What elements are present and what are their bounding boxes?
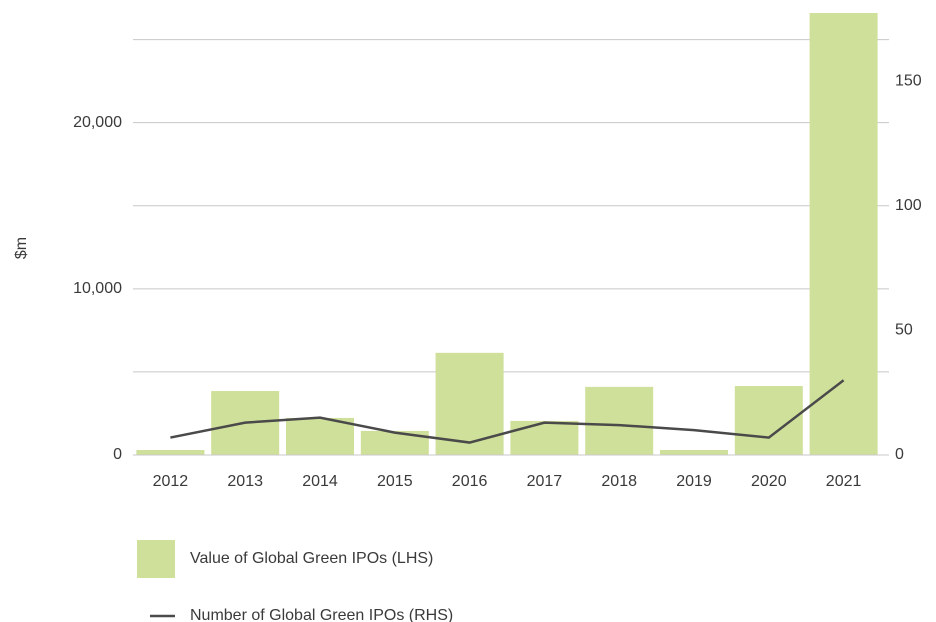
y-tick-label: 0 [113,446,122,463]
legend-label: Value of Global Green IPOs (LHS) [190,550,433,567]
x-tick-label: 2021 [826,473,862,490]
y-tick-label: 20,000 [73,114,122,131]
x-tick-label: 2019 [676,473,712,490]
y-tick-label: 10,000 [73,280,122,297]
x-tick-label: 2015 [377,473,413,490]
x-tick-label: 2012 [153,473,189,490]
bar [809,13,878,455]
legend-swatch [137,540,175,578]
bar [660,450,728,455]
bar [435,352,504,455]
y2-tick-label: 100 [895,197,922,214]
bar [136,450,205,455]
x-tick-label: 2017 [527,473,563,490]
line [170,379,845,444]
legend-label: Number of Global Green IPOs (RHS) [190,607,453,622]
x-tick-label: 2018 [601,473,637,490]
x-tick-label: 2014 [302,473,338,490]
bar [286,417,354,455]
y-axis-label: $m [13,237,30,259]
bar [510,420,579,455]
x-tick-label: 2016 [452,473,488,490]
x-tick-label: 2013 [227,473,263,490]
y2-tick-label: 150 [895,73,922,90]
y2-tick-label: 0 [895,446,904,463]
y2-tick-label: 50 [895,322,913,339]
bar [585,386,654,455]
x-tick-label: 2020 [751,473,787,490]
